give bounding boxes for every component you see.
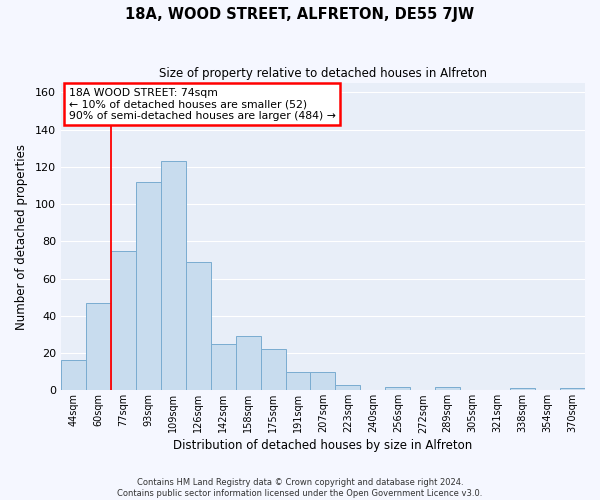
Bar [211,344,236,390]
Bar [310,372,335,390]
Bar [260,350,286,391]
Bar [385,386,410,390]
Text: Contains HM Land Registry data © Crown copyright and database right 2024.
Contai: Contains HM Land Registry data © Crown c… [118,478,482,498]
Bar [161,162,186,390]
Bar [86,303,111,390]
Bar [435,386,460,390]
Text: 18A WOOD STREET: 74sqm
← 10% of detached houses are smaller (52)
90% of semi-det: 18A WOOD STREET: 74sqm ← 10% of detached… [69,88,335,121]
Bar [236,336,260,390]
Y-axis label: Number of detached properties: Number of detached properties [15,144,28,330]
Bar [186,262,211,390]
Bar [286,372,310,390]
Bar [510,388,535,390]
X-axis label: Distribution of detached houses by size in Alfreton: Distribution of detached houses by size … [173,440,473,452]
Bar [111,250,136,390]
Bar [560,388,585,390]
Bar [335,384,361,390]
Text: 18A, WOOD STREET, ALFRETON, DE55 7JW: 18A, WOOD STREET, ALFRETON, DE55 7JW [125,8,475,22]
Title: Size of property relative to detached houses in Alfreton: Size of property relative to detached ho… [159,68,487,80]
Bar [136,182,161,390]
Bar [61,360,86,390]
